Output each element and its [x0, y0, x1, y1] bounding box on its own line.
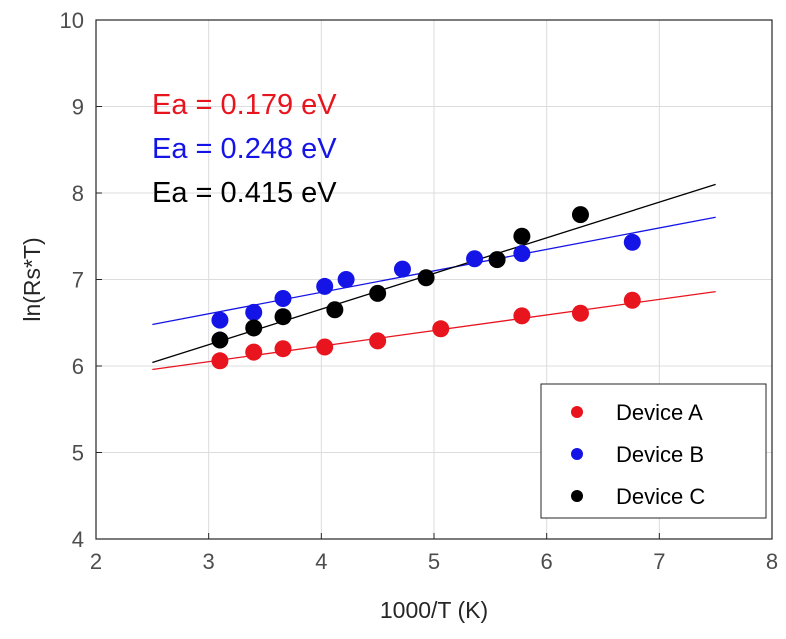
data-point-series-1 — [571, 304, 589, 322]
ea-annotation: Ea = 0.248 eV — [152, 133, 337, 165]
data-point-series-3 — [326, 301, 344, 319]
x-tick-label: 2 — [90, 549, 102, 574]
data-point-series-3 — [513, 227, 531, 245]
data-point-series-2 — [274, 290, 292, 308]
data-point-series-2 — [316, 277, 334, 295]
data-point-series-3 — [417, 269, 435, 287]
y-tick-label: 7 — [72, 268, 84, 293]
fit-line-series-2 — [152, 216, 716, 326]
ea-annotations: Ea = 0.179 eV Ea = 0.248 eV Ea = 0.415 eV — [152, 89, 337, 209]
axis-ticks: 2 3 4 5 6 7 8 4 5 6 7 8 9 10 — [60, 8, 779, 574]
x-tick-label: 7 — [653, 549, 665, 574]
data-point-series-2 — [211, 311, 229, 329]
data-point-series-3 — [245, 319, 263, 337]
data-point-series-2 — [513, 245, 531, 263]
data-points — [211, 206, 641, 370]
legend-marker — [571, 406, 583, 418]
x-tick-label: 4 — [315, 549, 327, 574]
y-tick-label: 6 — [72, 354, 84, 379]
data-point-series-1 — [432, 320, 450, 338]
data-point-series-1 — [274, 340, 292, 358]
legend: Device A Device B Device C — [540, 383, 767, 519]
legend-label: Device A — [616, 400, 703, 425]
data-point-series-3 — [274, 308, 292, 326]
y-axis-label: ln(Rs*T) — [19, 237, 45, 321]
x-axis-label: 1000/T (K) — [380, 597, 488, 623]
y-tick-label: 9 — [72, 95, 84, 120]
data-point-series-3 — [488, 251, 506, 269]
data-point-series-1 — [316, 338, 334, 356]
legend-label: Device C — [616, 484, 705, 509]
y-tick-label: 10 — [60, 8, 84, 33]
data-point-series-2 — [393, 260, 411, 278]
x-tick-label: 6 — [541, 549, 553, 574]
data-point-series-1 — [513, 307, 531, 325]
legend-label: Device B — [616, 442, 704, 467]
data-point-series-2 — [466, 250, 484, 268]
y-tick-label: 8 — [72, 181, 84, 206]
y-tick-label: 5 — [72, 441, 84, 466]
x-tick-label: 5 — [428, 549, 440, 574]
ea-annotation: Ea = 0.179 eV — [152, 89, 337, 121]
data-point-series-3 — [211, 331, 229, 349]
data-point-series-3 — [571, 206, 589, 224]
data-point-series-3 — [369, 284, 387, 302]
data-point-series-2 — [245, 303, 263, 321]
x-tick-label: 3 — [203, 549, 215, 574]
legend-marker — [571, 448, 583, 460]
data-point-series-1 — [211, 352, 229, 370]
data-point-series-1 — [369, 332, 387, 350]
y-tick-label: 4 — [72, 527, 84, 552]
data-point-series-1 — [245, 343, 263, 361]
legend-marker — [571, 490, 583, 502]
data-point-series-2 — [337, 271, 355, 288]
x-tick-label: 8 — [766, 549, 778, 574]
data-point-series-1 — [623, 291, 641, 309]
ea-annotation: Ea = 0.415 eV — [152, 177, 337, 209]
data-point-series-2 — [623, 233, 641, 251]
fit-line-series-3 — [152, 183, 716, 364]
